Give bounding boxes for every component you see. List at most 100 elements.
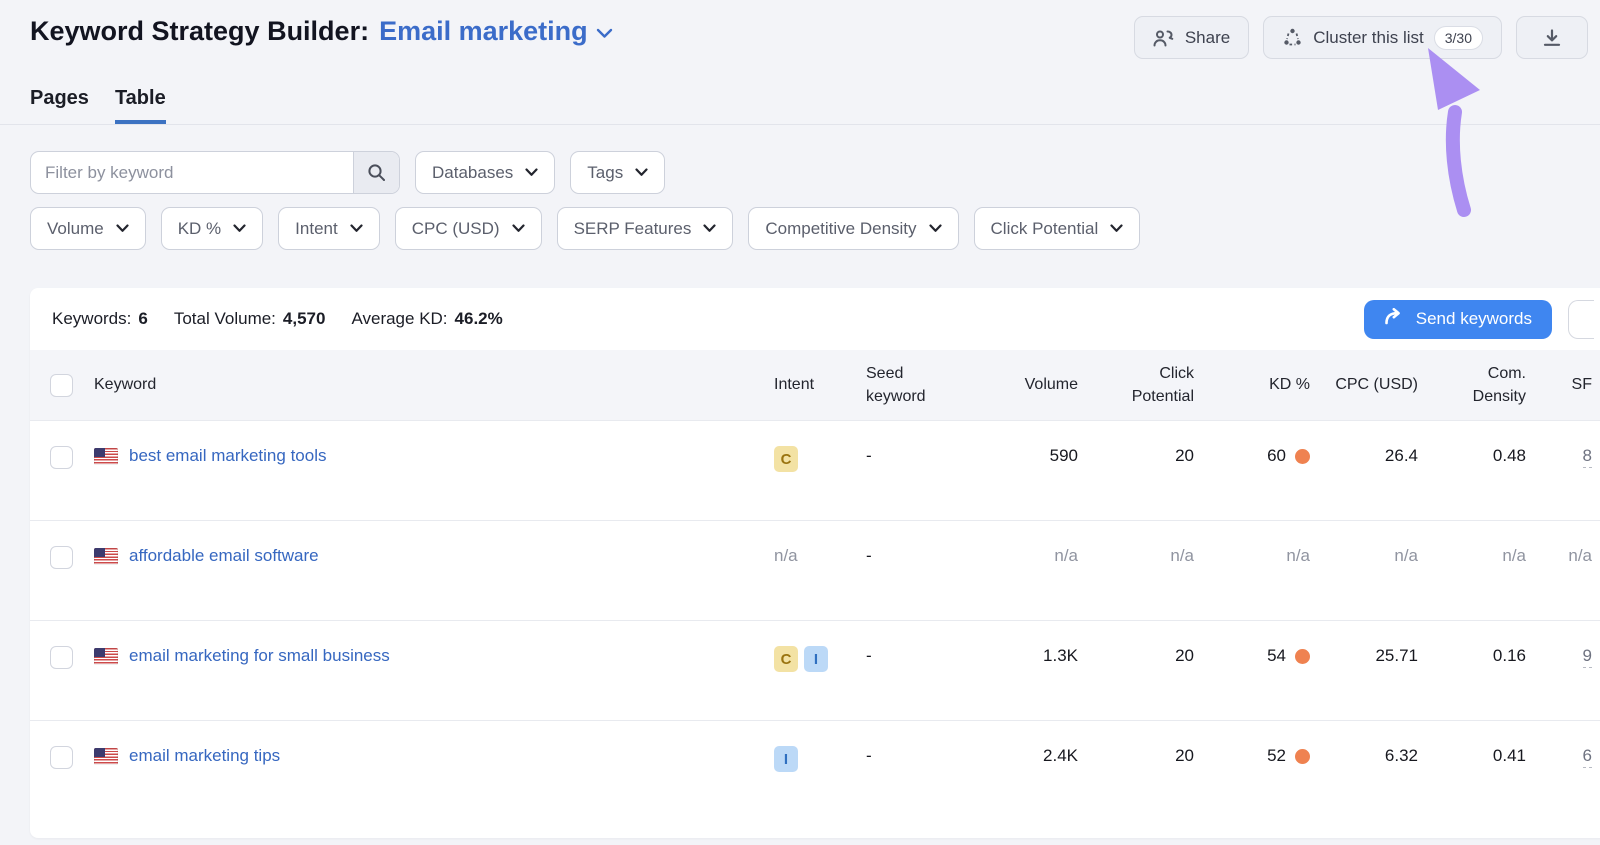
table-header-row: Keyword Intent Seed keyword Volume Click…	[30, 350, 1600, 420]
chevron-down-icon	[703, 224, 716, 233]
select-all-checkbox[interactable]	[50, 373, 73, 397]
filter-dropdown-intent[interactable]: Intent	[278, 207, 380, 250]
table-row: best email marketing tools C - 590 20 60…	[30, 420, 1600, 520]
intent-badge-i: I	[804, 646, 828, 672]
keyword-link[interactable]: email marketing tips	[129, 746, 281, 765]
column-header-keyword[interactable]: Keyword	[94, 376, 157, 394]
filter-dropdown-serp-features[interactable]: SERP Features	[556, 207, 734, 250]
sf-cell: 6	[1546, 746, 1592, 768]
click-potential-cell: 20	[1175, 746, 1194, 765]
total-volume-label: Total Volume:	[173, 309, 276, 328]
chevron-down-icon	[525, 168, 538, 177]
cluster-this-list-button[interactable]: Cluster this list 3/30	[1263, 16, 1502, 59]
us-flag-icon	[94, 647, 118, 665]
filter-dropdown-cpc-usd[interactable]: CPC (USD)	[394, 207, 542, 250]
databases-dropdown-label: Databases	[432, 162, 514, 182]
intent-cell: C	[774, 446, 846, 472]
tab-pages[interactable]: Pages	[30, 87, 89, 109]
cluster-icon	[1282, 27, 1303, 48]
chevron-down-icon	[596, 24, 613, 39]
share-button[interactable]: Share	[1133, 16, 1250, 59]
share-button-label: Share	[1184, 27, 1231, 47]
tab-table[interactable]: Table	[114, 87, 166, 124]
filter-dropdown-label: Volume	[47, 218, 104, 238]
column-header-com-density[interactable]: Com. Density	[1472, 364, 1526, 405]
keyword-link[interactable]: affordable email software	[129, 546, 319, 565]
kd-cell: 52	[1214, 746, 1310, 766]
seed-keyword-cell: -	[866, 746, 872, 765]
keyword-filter-box	[30, 151, 400, 194]
column-header-volume[interactable]: Volume	[1024, 376, 1078, 394]
list-name-dropdown[interactable]: Email marketing	[379, 16, 613, 47]
column-header-intent[interactable]: Intent	[774, 376, 815, 394]
keyword-link[interactable]: email marketing for small business	[129, 646, 390, 665]
databases-dropdown[interactable]: Databases	[415, 151, 556, 194]
filter-dropdown-competitive-density[interactable]: Competitive Density	[748, 207, 959, 250]
filter-dropdown-label: KD %	[177, 218, 222, 238]
more-actions-button-partial[interactable]	[1568, 299, 1594, 339]
search-icon[interactable]	[353, 152, 399, 193]
row-checkbox[interactable]	[50, 446, 73, 469]
top-actions: Share Cluster this list 3/30	[1133, 16, 1588, 59]
filter-dropdown-label: Competitive Density	[765, 218, 917, 238]
tabs-divider	[0, 124, 1600, 125]
seed-keyword-cell: -	[866, 446, 872, 465]
kd-value: 60	[1267, 446, 1286, 465]
volume-cell: n/a	[1054, 546, 1078, 565]
page-title-text: Keyword Strategy Builder:	[30, 16, 370, 46]
column-header-click-potential[interactable]: Click Potential	[1131, 364, 1194, 405]
volume-cell: 1.3K	[1043, 646, 1078, 665]
kd-difficulty-dot	[1295, 648, 1310, 664]
click-potential-cell: 20	[1175, 446, 1194, 465]
row-checkbox[interactable]	[50, 546, 73, 569]
column-header-kd[interactable]: KD %	[1269, 376, 1310, 394]
download-button[interactable]	[1516, 16, 1588, 59]
filters-section: Databases Tags Volume KD % Intent CPC (USD)…	[0, 125, 1600, 250]
kd-difficulty-dot	[1295, 448, 1310, 464]
tags-dropdown[interactable]: Tags	[570, 151, 666, 194]
list-name-label: Email marketing	[379, 16, 588, 46]
filter-dropdown-label: Click Potential	[990, 218, 1099, 238]
column-header-cpc[interactable]: CPC (USD)	[1335, 376, 1418, 394]
kd-cell: 60	[1214, 446, 1310, 466]
send-keywords-button[interactable]: Send keywords	[1363, 299, 1552, 339]
intent-cell: n/a	[774, 546, 846, 566]
keywords-table-card: Keywords: 6 Total Volume: 4,570 Average KD…	[30, 288, 1600, 838]
column-header-seed-keyword[interactable]: Seed keyword	[866, 364, 926, 405]
sf-value[interactable]: n/a	[1568, 546, 1592, 565]
sf-value[interactable]: 9	[1582, 646, 1592, 668]
download-icon	[1542, 28, 1562, 48]
volume-cell: 2.4K	[1043, 746, 1078, 765]
summary-bar: Keywords: 6 Total Volume: 4,570 Average KD…	[30, 288, 1600, 350]
intent-badge-i: I	[774, 746, 798, 772]
filter-dropdown-click-potential[interactable]: Click Potential	[973, 207, 1141, 250]
chevron-down-icon	[635, 168, 648, 177]
us-flag-icon	[94, 547, 118, 565]
summary-actions: Send keywords	[1363, 299, 1594, 339]
com-density-cell: 0.41	[1492, 746, 1526, 765]
volume-cell: 590	[1049, 446, 1078, 465]
sf-cell: 9	[1546, 646, 1592, 668]
filter-row-metrics: Volume KD % Intent CPC (USD) SERP Features Co…	[30, 207, 1570, 250]
row-checkbox[interactable]	[50, 746, 73, 769]
row-checkbox[interactable]	[50, 646, 73, 669]
keyword-filter-input[interactable]	[31, 152, 353, 193]
summary-stats: Keywords: 6 Total Volume: 4,570 Average KD…	[52, 309, 503, 329]
filter-dropdown-volume[interactable]: Volume	[30, 207, 146, 250]
kd-value: 52	[1267, 746, 1286, 765]
keyword-link[interactable]: best email marketing tools	[129, 446, 327, 465]
us-flag-icon	[94, 747, 118, 765]
com-density-cell: n/a	[1502, 546, 1526, 565]
cpc-cell: 6.32	[1384, 746, 1418, 765]
filter-dropdown-kd[interactable]: KD %	[160, 207, 264, 250]
chevron-down-icon	[350, 224, 363, 233]
kd-value: n/a	[1286, 546, 1310, 565]
sf-value[interactable]: 6	[1582, 746, 1592, 768]
column-header-sf[interactable]: SF	[1571, 376, 1592, 394]
com-density-cell: 0.16	[1492, 646, 1526, 665]
sf-value[interactable]: 8	[1582, 446, 1592, 468]
send-arrow-icon	[1384, 307, 1405, 330]
